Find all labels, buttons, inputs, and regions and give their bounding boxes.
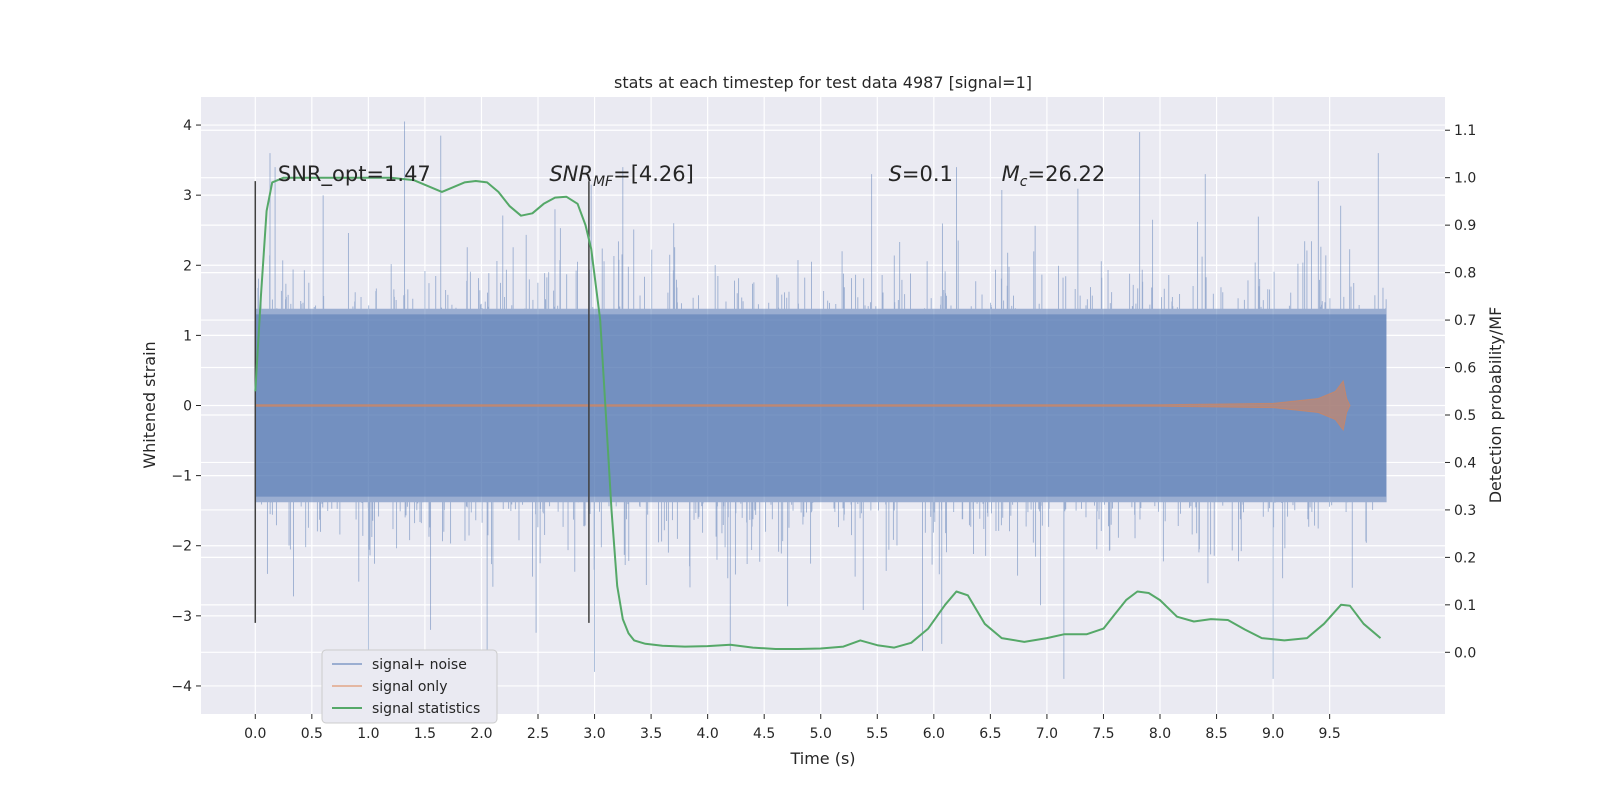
y-right-tick-label: 0.9	[1454, 218, 1476, 234]
y-tick-label: −4	[171, 679, 192, 695]
y-right-tick-label: 1.0	[1454, 171, 1476, 187]
annotation-text: SNRMF=[4.26]	[549, 162, 694, 190]
y-tick-label: 0	[183, 399, 192, 415]
x-tick-label: 3.0	[583, 726, 605, 742]
y-tick-label: −3	[171, 609, 192, 625]
y-right-tick-label: 0.5	[1454, 408, 1476, 424]
y-right-tick-label: 0.6	[1454, 361, 1476, 377]
y-right-axis-label: Detection probability/MF	[1486, 307, 1505, 504]
legend: signal+ noise signal only signal statist…	[321, 649, 498, 724]
x-tick-label: 4.5	[753, 726, 775, 742]
x-tick-label: 8.0	[1149, 726, 1171, 742]
y-right-tick-label: 1.1	[1454, 123, 1476, 139]
x-axis-ticks: 0.0 0.5 1.0 1.5 2.0 2.5 3.0 3.5 4.0 4.5 5.0 5.5 6.0 6…	[244, 714, 1341, 742]
legend-label-signal-noise: signal+ noise	[372, 657, 467, 673]
x-tick-label: 2.5	[527, 726, 549, 742]
x-tick-label: 5.0	[810, 726, 832, 742]
x-tick-label: 7.5	[1092, 726, 1114, 742]
chart-title: stats at each timestep for test data 498…	[614, 73, 1032, 92]
x-tick-label: 6.5	[979, 726, 1001, 742]
signal-only-series	[254, 379, 1351, 432]
x-tick-label: 1.5	[414, 726, 436, 742]
y-right-tick-label: 0.0	[1454, 645, 1476, 661]
x-tick-label: 3.5	[640, 726, 662, 742]
signal-only-trace	[254, 379, 1351, 432]
y-right-tick-label: 0.2	[1454, 550, 1476, 566]
y-tick-label: −1	[171, 469, 192, 485]
y-right-tick-label: 0.4	[1454, 455, 1476, 471]
y-axis-label: Whitened strain	[140, 341, 159, 468]
y-right-tick-label: 0.8	[1454, 266, 1476, 282]
legend-label-signal-statistics: signal statistics	[372, 701, 480, 717]
x-tick-label: 4.0	[697, 726, 719, 742]
x-tick-label: 6.0	[923, 726, 945, 742]
x-tick-label: 9.0	[1262, 726, 1284, 742]
annotation-text: SNR_opt=1.47	[278, 162, 431, 187]
y-right-tick-label: 0.1	[1454, 598, 1476, 614]
y-axis-ticks: −4 −3 −2 −1 0 1 2 3 4	[171, 118, 201, 695]
y-tick-label: 4	[183, 118, 192, 134]
x-tick-label: 2.0	[470, 726, 492, 742]
y-tick-label: 3	[183, 188, 192, 204]
signal-statistics-line	[254, 176, 1382, 650]
x-tick-label: 1.0	[357, 726, 379, 742]
y-right-tick-label: 0.3	[1454, 503, 1476, 519]
x-tick-label: 8.5	[1205, 726, 1227, 742]
y-tick-label: 2	[183, 258, 192, 274]
x-tick-label: 7.0	[1036, 726, 1058, 742]
legend-label-signal-only: signal only	[372, 679, 447, 695]
x-tick-label: 5.5	[866, 726, 888, 742]
annotation-text: S=0.1	[889, 162, 953, 186]
signal-statistics-series	[254, 176, 1382, 650]
legend-box	[321, 649, 498, 724]
annotation-text: Mc=26.22	[1002, 162, 1106, 190]
y-tick-label: 1	[183, 328, 192, 344]
x-tick-label: 0.5	[301, 726, 323, 742]
x-axis-label: Time (s)	[789, 749, 855, 768]
y-right-axis-ticks: 0.0 0.1 0.2 0.3 0.4 0.5 0.6 0.7 0.8 0.9 1.0 1.1	[1445, 123, 1476, 661]
x-tick-label: 9.5	[1319, 726, 1341, 742]
y-right-tick-label: 0.7	[1454, 313, 1476, 329]
y-tick-label: −2	[171, 539, 192, 555]
x-tick-label: 0.0	[244, 726, 266, 742]
vertical-markers	[254, 181, 590, 623]
annotations: SNR_opt=1.47 SNRMF=[4.26] S=0.1 Mc=26.22	[278, 162, 1105, 190]
